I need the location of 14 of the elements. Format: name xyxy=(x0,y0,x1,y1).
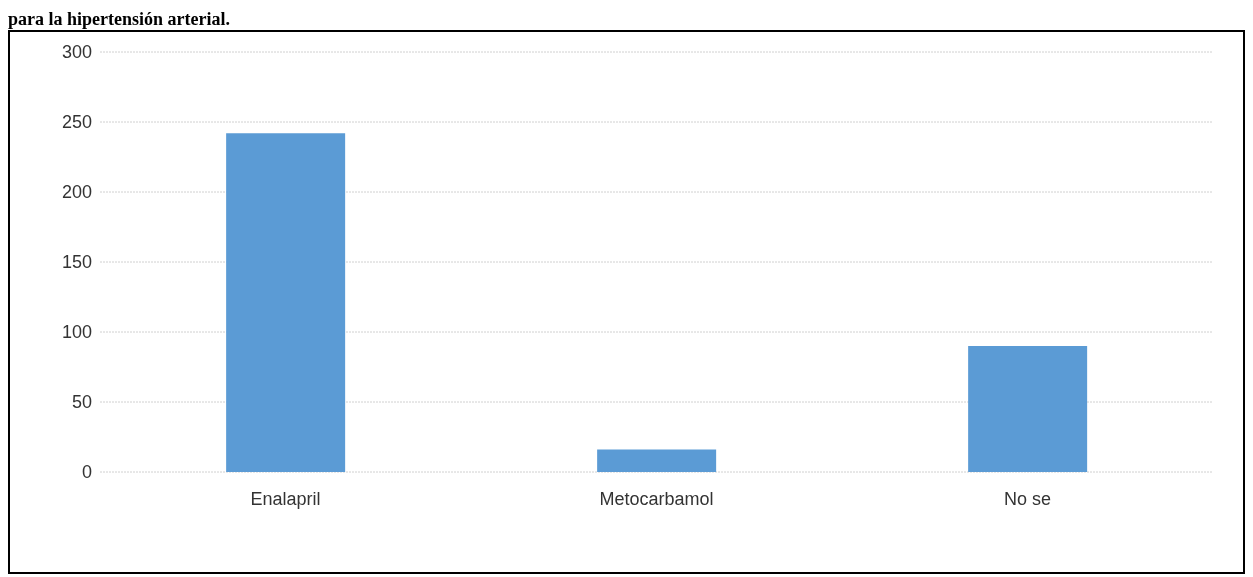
y-tick-label: 250 xyxy=(61,112,92,133)
bar xyxy=(968,346,1088,472)
bar xyxy=(226,133,346,472)
y-tick-label: 100 xyxy=(61,322,92,343)
x-tick-label: No se xyxy=(1003,488,1052,509)
y-tick-label: 150 xyxy=(61,252,92,273)
chart-title: para la hipertensión arterial. xyxy=(8,8,231,30)
y-tick-label: 200 xyxy=(61,182,92,203)
x-tick-label: Metocarbamol xyxy=(599,488,714,509)
y-tick-label: 50 xyxy=(71,392,92,413)
y-tick-label: 0 xyxy=(81,462,92,483)
x-tick-label: Enalapril xyxy=(250,488,321,509)
y-tick-label: 300 xyxy=(61,42,92,63)
bar xyxy=(597,449,717,472)
